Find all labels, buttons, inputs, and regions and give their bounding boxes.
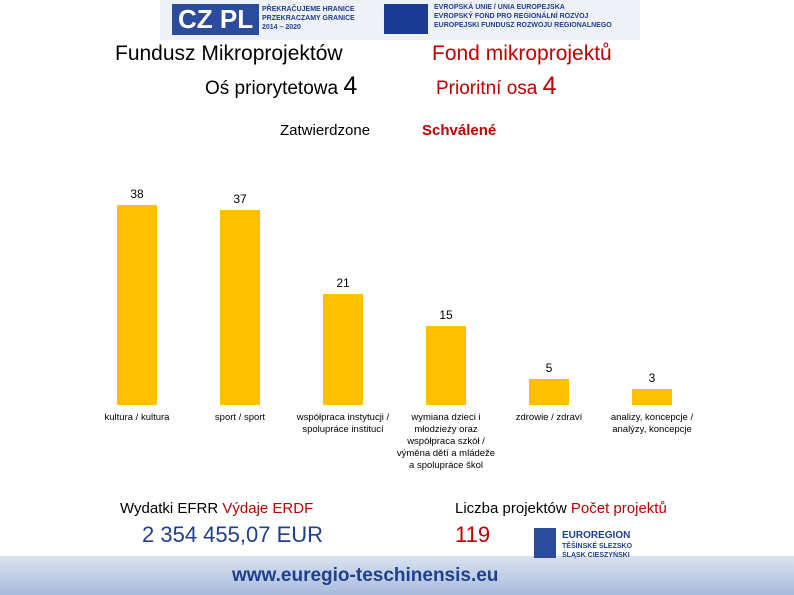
bar [632,389,672,405]
category-label: sport / sport [214,412,266,423]
category-label: kultura / kultura [104,412,170,423]
program-line: PŘEKRAČUJEME HRANICE [262,6,355,13]
category-label: współpraca instytucji / spolupráce insti… [296,412,390,435]
approved-cz: Schválené [422,122,497,139]
value-label: 38 [130,187,144,201]
euroregion-logo [534,528,556,558]
axis-cz-num: 4 [542,72,557,100]
value-label: 3 [648,371,656,386]
axis-cz: Prioritní osa 4 [436,72,557,101]
eu-flag [384,4,428,34]
spend-label: Wydatki EFRR Výdaje ERDF [120,500,313,517]
bar [323,294,363,405]
euroregion-line: ŚLĄSK CIESZYŃSKI [562,552,630,559]
category-label: zdrowie / zdraví [515,412,583,423]
title-cz: Fond mikroprojektů [432,42,612,65]
bar [426,326,466,405]
eu-line: EVROPSKÝ FOND PRO REGIONÁLNÍ ROZVOJ [434,13,589,20]
spend-value: 2 354 455,07 EUR [142,522,324,547]
bar [220,210,260,405]
value-label: 37 [233,192,247,207]
chart: 38 kultura / kultura 37 sport / sport 21 wspó… [104,187,694,471]
program-text: PŘEKRAČUJEME HRANICE PRZEKRACZAMY GRANIC… [262,5,355,32]
axis-cz-text: Prioritní osa [436,78,538,99]
eu-text: EVROPSKÁ UNIE / UNIA EUROPEJSKA EVROPSKÝ… [434,3,612,30]
value-label: 21 [336,276,350,291]
program-line: PRZEKRACZAMY GRANICE [262,15,355,22]
axis-pl-text: Oś priorytetowa [205,78,339,99]
bar [117,205,157,405]
approved-pl: Zatwierdzone [280,122,371,139]
bar [529,378,569,405]
euroregion-line: TĚŠÍNSKÉ SLEZSKO [562,543,633,550]
footer-band [0,556,794,595]
category-label: analizy, koncepcje / analýzy, koncepcje [610,412,694,435]
count-cz: Počet projektů [570,500,667,517]
value-label: 5 [545,360,553,375]
url: www.euregio-teschinensis.eu [232,565,499,586]
euroregion-text: EUROREGION TĚŠÍNSKÉ SLEZSKO ŚLĄSK CIESZY… [562,530,632,560]
title-pl: Fundusz Mikroprojektów [115,42,343,65]
count-pl: Liczba projektów [455,500,567,517]
eu-line: EUROPEJSKI FUNDUSZ ROZWOJU REGIONALNEGO [434,22,612,29]
count-value: 119 [455,522,491,547]
eu-line: EVROPSKÁ UNIE / UNIA EUROPEJSKA [434,4,565,11]
euroregion-line: EUROREGION [562,530,631,541]
axis-pl: Oś priorytetowa 4 [205,72,357,101]
spend-cz: Výdaje ERDF [222,500,314,517]
axis-pl-num: 4 [343,72,358,100]
category-label: wymiana dzieci i młodzieży oraz współpra… [396,412,496,471]
value-label: 15 [439,308,453,323]
program-line: 2014 – 2020 [262,24,301,31]
spend-pl: Wydatki EFRR [120,500,219,517]
logo: CZ PL [172,4,260,35]
count-label: Liczba projektów Počet projektů [455,500,667,517]
